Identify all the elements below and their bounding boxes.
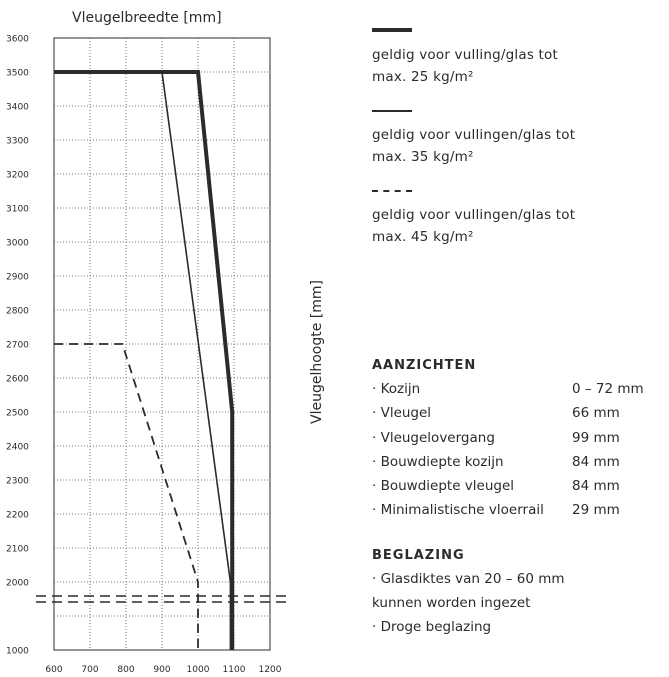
spec-row: · Kozijn 0 – 72 mm — [372, 377, 667, 401]
legend-sample-thin — [372, 110, 412, 112]
y-tick-label: 2600 — [6, 375, 29, 385]
beglazing-item: · Droge beglazing — [372, 619, 492, 635]
legend-text-thick: geldig voor vulling/glas tot max. 25 kg/… — [372, 47, 558, 85]
spec-label: · Vleugel — [372, 405, 432, 422]
spec-label: · Bouwdiepte vleugel — [372, 478, 515, 495]
y-axis-title: Vleugelhoogte [mm] — [309, 280, 325, 424]
x-tick-label: 900 — [153, 665, 170, 675]
spec-label: · Kozijn — [372, 381, 421, 397]
x-tick-label: 600 — [45, 665, 62, 675]
legend-item-thin: geldig voor vullingen/glas tot max. 35 k… — [372, 110, 662, 168]
legend-text-thin: geldig voor vullingen/glas tot max. 35 k… — [372, 127, 576, 165]
series-line-thick — [54, 70, 235, 650]
legend-sample-dashed — [372, 190, 412, 192]
y-tick-label: 2500 — [6, 409, 29, 419]
y-tick-label: 3500 — [6, 69, 29, 79]
spec-row: · Vleugel 66 mm — [372, 401, 667, 425]
spec-row: · Bouwdiepte kozijn 84 mm — [372, 450, 667, 474]
spec-value: 0 – 72 mm — [572, 381, 644, 397]
y-tick-label: 2300 — [6, 477, 29, 487]
y-tick-label: 2800 — [6, 307, 29, 317]
spec-value: 84 mm — [572, 453, 620, 470]
spec-value: 99 mm — [572, 429, 620, 446]
spec-value: 29 mm — [572, 502, 620, 519]
series-lines — [36, 70, 288, 650]
y-tick-label: 2200 — [6, 511, 29, 521]
spec-row: · Minimalistische vloerrail 29 mm — [372, 498, 667, 522]
beglazing-section: BEGLAZING · Glasdiktes van 20 – 60 mm ku… — [372, 548, 667, 639]
spec-row: · Bouwdiepte vleugel 84 mm — [372, 474, 667, 498]
spec-row: · Vleugelovergang 99 mm — [372, 426, 667, 450]
plot-frame — [53, 37, 271, 651]
spec-value: 84 mm — [572, 478, 620, 495]
y-tick-label: 3400 — [6, 103, 29, 113]
spec-value: 66 mm — [572, 405, 620, 422]
y-tick-label: 2900 — [6, 273, 29, 283]
legend-item-dashed: geldig voor vullingen/glas tot max. 45 k… — [372, 190, 662, 248]
x-axis-title: Vleugelbreedte [mm] — [72, 10, 222, 26]
y-tick-label: 3100 — [6, 205, 29, 215]
y-tick-label: 1000 — [6, 647, 29, 657]
aanzichten-section: AANZICHTEN · Kozijn 0 – 72 mm · Vleugel 66… — [372, 358, 667, 523]
legend: geldig voor vulling/glas tot max. 25 kg/… — [372, 28, 662, 270]
legend-sample-thick — [372, 28, 412, 32]
x-tick-label: 700 — [81, 665, 98, 675]
y-tick-label: 3600 — [6, 35, 29, 45]
tick-labels: 1000 2000 2100 2200 2300 2400 2500 2600 2700 2800… — [6, 35, 282, 676]
y-tick-label: 2400 — [6, 443, 29, 453]
legend-text-dashed: geldig voor vullingen/glas tot max. 45 k… — [372, 207, 576, 245]
y-tick-label: 3200 — [6, 171, 29, 181]
spec-label: · Vleugelovergang — [372, 429, 495, 446]
x-tick-label: 1100 — [223, 665, 246, 675]
x-tick-label: 800 — [117, 665, 134, 675]
spec-label: · Bouwdiepte kozijn — [372, 453, 504, 470]
y-tick-label: 2700 — [6, 341, 29, 351]
series-line-thin — [161, 71, 232, 650]
y-tick-label: 3000 — [6, 239, 29, 249]
y-tick-label: 2000 — [6, 579, 29, 589]
y-tick-label: 3300 — [6, 137, 29, 147]
series-line-dashed — [54, 343, 199, 650]
beglazing-title: BEGLAZING — [372, 548, 465, 563]
beglazing-item: · Glasdiktes van 20 – 60 mm kunnen worde… — [372, 571, 565, 611]
x-tick-label: 1200 — [259, 665, 282, 675]
x-tick-label: 1000 — [187, 665, 210, 675]
y-tick-label: 2100 — [6, 545, 29, 555]
spec-label: · Minimalistische vloerrail — [372, 502, 544, 519]
legend-item-thick: geldig voor vulling/glas tot max. 25 kg/… — [372, 28, 662, 88]
aanzichten-title: AANZICHTEN — [372, 358, 477, 373]
